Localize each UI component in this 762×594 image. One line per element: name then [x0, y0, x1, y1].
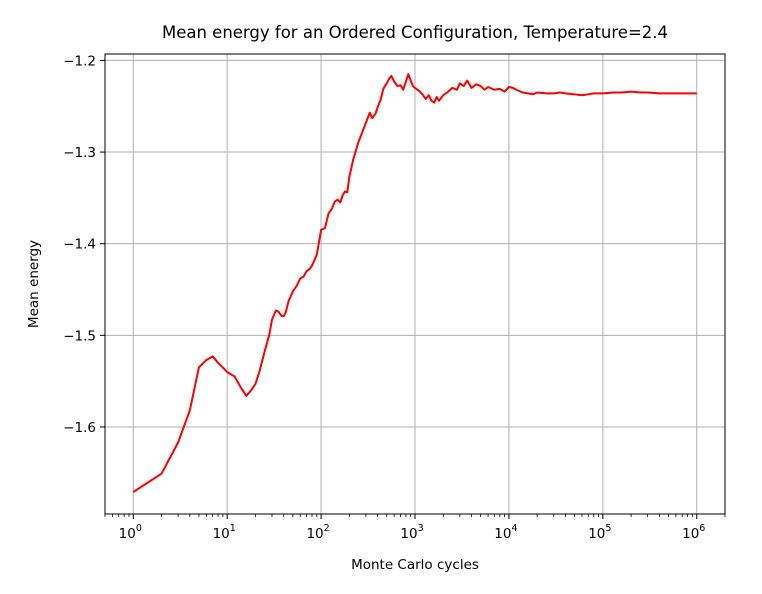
x-tick-exponent: 3	[418, 523, 424, 534]
y-tick-label: −1.2	[63, 53, 96, 69]
x-tick-base: 10	[494, 526, 511, 542]
x-tick-exponent: 5	[605, 523, 611, 534]
x-axis-ticks: 100 101 102 103 104 105 106	[104, 514, 726, 542]
y-tick-label: −1.3	[63, 145, 96, 161]
y-axis-label: Mean energy	[26, 240, 42, 328]
y-tick-label: −1.6	[63, 420, 96, 436]
x-tick-base: 10	[213, 526, 230, 542]
x-tick-base: 10	[119, 526, 136, 542]
x-tick-exponent: 0	[136, 523, 142, 534]
x-tick-label: 100	[119, 523, 142, 542]
chart-title: Mean energy for an Ordered Configuration…	[162, 23, 668, 42]
x-tick-exponent: 2	[324, 523, 330, 534]
plot-series	[132, 73, 697, 493]
x-tick-exponent: 1	[230, 523, 236, 534]
x-tick-exponent: 6	[699, 523, 705, 534]
x-tick-label: 102	[306, 523, 329, 542]
y-axis-ticks: −1.2 −1.3 −1.4 −1.5 −1.6	[63, 53, 105, 436]
x-tick-label: 104	[494, 523, 517, 542]
x-tick-base: 10	[682, 526, 699, 542]
x-tick-label: 103	[400, 523, 423, 542]
y-tick-label: −1.5	[63, 328, 96, 344]
x-tick-base: 10	[306, 526, 323, 542]
x-tick-base: 10	[400, 526, 417, 542]
x-tick-exponent: 4	[511, 523, 517, 534]
x-axis-label: Monte Carlo cycles	[351, 557, 479, 573]
grid-lines	[105, 54, 725, 514]
x-tick-label: 105	[588, 523, 611, 542]
x-tick-label: 101	[213, 523, 236, 542]
x-tick-base: 10	[588, 526, 605, 542]
y-tick-label: −1.4	[63, 237, 96, 253]
x-tick-label: 106	[682, 523, 705, 542]
series-line-mean-energy	[132, 73, 697, 493]
